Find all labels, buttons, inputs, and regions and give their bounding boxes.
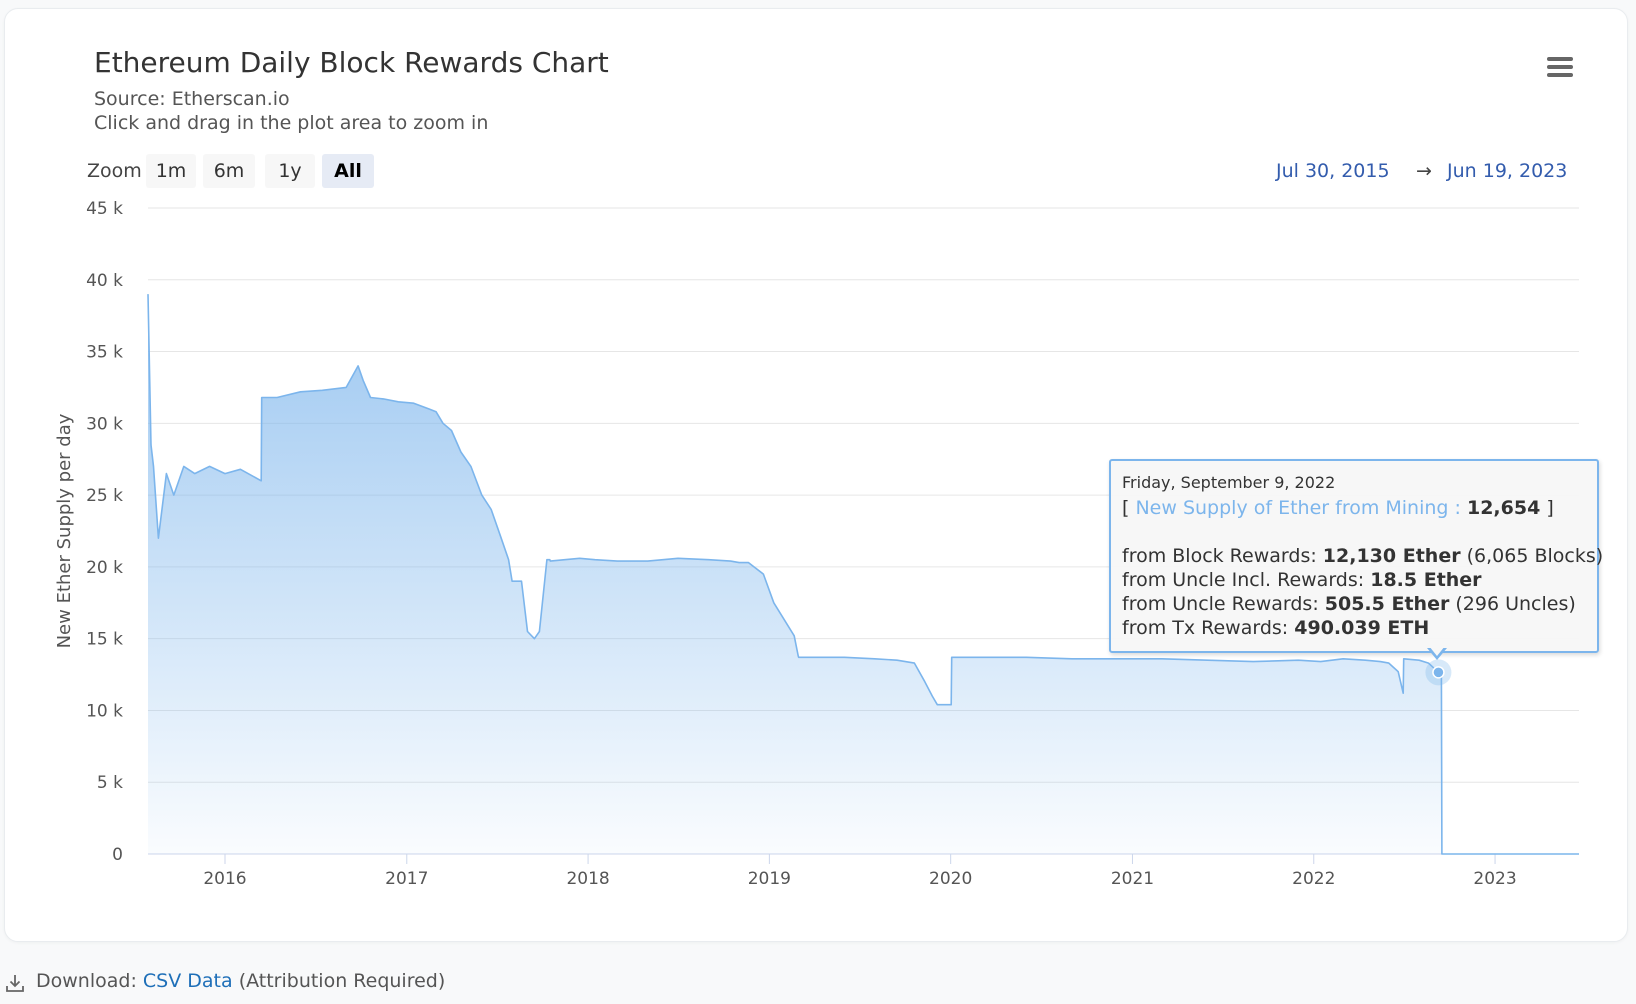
tooltip-uncle-extra: (296 Uncles) <box>1455 593 1576 615</box>
download-label: Download: <box>36 970 137 992</box>
y-tick-label: 40 k <box>86 271 123 291</box>
y-tick-label: 45 k <box>86 199 123 219</box>
chart-plot[interactable]: 0 5 k 10 k 15 k 20 k 25 k 30 k 35 k 40 k 45 k 201… <box>0 0 1636 960</box>
tooltip-date: Friday, September 9, 2022 <box>1122 473 1336 492</box>
tooltip-uncle-incl-value: 18.5 Ether <box>1370 569 1482 591</box>
zoom-1m-button[interactable]: 1m <box>146 154 196 188</box>
y-tick-label: 10 k <box>86 701 123 721</box>
tooltip-block-label: from Block Rewards: <box>1122 545 1317 567</box>
csv-data-link[interactable]: CSV Data <box>142 970 233 992</box>
x-tick-label: 2019 <box>748 869 791 889</box>
tooltip-block-rewards: from Block Rewards: 12,130 Ether (6,065 … <box>1122 545 1603 567</box>
y-tick-label: 35 k <box>86 343 123 363</box>
tooltip-series-line: [ New Supply of Ether from Mining : 12,6… <box>1122 497 1554 519</box>
range-to-input[interactable]: Jun 19, 2023 <box>1447 160 1568 182</box>
range-from-input[interactable]: Jul 30, 2015 <box>1276 160 1390 182</box>
tooltip-uncle-rewards: from Uncle Rewards: 505.5 Ether (296 Unc… <box>1122 593 1576 615</box>
x-tick-label: 2016 <box>203 869 246 889</box>
range-arrow: → <box>1416 160 1432 182</box>
tooltip-tx-label: from Tx Rewards: <box>1122 617 1289 639</box>
tooltip-series-value: 12,654 <box>1466 497 1541 519</box>
tooltip-series-name: New Supply of Ether from Mining : <box>1135 497 1461 519</box>
tooltip-uncle-incl-label: from Uncle Incl. Rewards: <box>1122 569 1365 591</box>
download-icon <box>6 975 24 992</box>
zoom-6m-button[interactable]: 6m <box>203 154 255 188</box>
download-row: Download: CSV Data (Attribution Required… <box>36 970 445 992</box>
tooltip: Friday, September 9, 2022 [ New Supply o… <box>1109 459 1603 653</box>
tooltip-caret-inner <box>1429 646 1445 656</box>
tooltip-tx-rewards: from Tx Rewards: 490.039 ETH <box>1122 617 1429 639</box>
y-tick-label: 5 k <box>97 773 123 793</box>
y-tick-label: 30 k <box>86 414 123 434</box>
series-line <box>147 294 1579 855</box>
tooltip-bracket-close: ] <box>1546 497 1554 519</box>
chart-subtitle-source: Source: Etherscan.io <box>94 88 290 110</box>
tooltip-tx-value: 490.039 ETH <box>1294 617 1430 639</box>
x-tick-label: 2022 <box>1292 869 1335 889</box>
x-tick-label: 2020 <box>929 869 972 889</box>
zoom-1y-button[interactable]: 1y <box>265 154 315 188</box>
tooltip-block-value: 12,130 Ether <box>1322 545 1461 567</box>
y-tick-label: 20 k <box>86 558 123 578</box>
tooltip-block-extra: (6,065 Blocks) <box>1466 545 1604 567</box>
tooltip-bracket-open: [ <box>1122 497 1130 519</box>
hamburger-menu-icon[interactable] <box>1543 52 1579 86</box>
tooltip-uncle-incl-rewards: from Uncle Incl. Rewards: 18.5 Ether <box>1122 569 1482 591</box>
download-note: (Attribution Required) <box>238 970 446 992</box>
chart-title: Ethereum Daily Block Rewards Chart <box>94 46 609 79</box>
y-tick-label: 15 k <box>86 630 123 650</box>
zoom-label: Zoom <box>87 160 142 182</box>
series-area <box>148 294 1579 855</box>
y-tick-label: 25 k <box>86 486 123 506</box>
y-tick-label: 0 <box>112 845 123 865</box>
y-axis-label: New Ether Supply per day <box>54 413 75 648</box>
tooltip-uncle-label: from Uncle Rewards: <box>1122 593 1319 615</box>
x-tick-label: 2018 <box>566 869 609 889</box>
x-tick-label: 2021 <box>1111 869 1154 889</box>
x-tick-label: 2017 <box>385 869 428 889</box>
zoom-all-button[interactable]: All <box>322 154 374 188</box>
tooltip-uncle-value: 505.5 Ether <box>1324 593 1450 615</box>
x-tick-label: 2023 <box>1473 869 1516 889</box>
chart-subtitle-hint: Click and drag in the plot area to zoom … <box>94 112 489 134</box>
hover-point[interactable] <box>1432 666 1445 679</box>
